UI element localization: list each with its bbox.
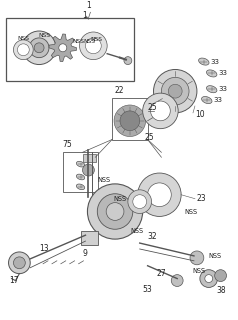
Text: 25: 25 bbox=[145, 133, 154, 142]
Ellipse shape bbox=[76, 174, 85, 180]
Circle shape bbox=[133, 195, 147, 209]
Circle shape bbox=[83, 164, 94, 176]
Bar bbox=[112, 98, 148, 140]
Circle shape bbox=[128, 190, 152, 213]
Text: NSS: NSS bbox=[184, 209, 197, 214]
Circle shape bbox=[171, 275, 183, 286]
Text: NSS: NSS bbox=[90, 37, 102, 42]
Circle shape bbox=[151, 101, 170, 121]
Text: NSS: NSS bbox=[114, 196, 127, 202]
Circle shape bbox=[168, 84, 182, 98]
Circle shape bbox=[9, 252, 30, 274]
Circle shape bbox=[148, 183, 171, 207]
Text: NSS: NSS bbox=[83, 39, 95, 44]
Circle shape bbox=[215, 270, 227, 282]
Text: NSS: NSS bbox=[38, 34, 50, 38]
Ellipse shape bbox=[198, 58, 209, 65]
Circle shape bbox=[120, 111, 140, 131]
Circle shape bbox=[124, 57, 132, 65]
Text: NSS: NSS bbox=[130, 228, 143, 234]
Text: 1: 1 bbox=[86, 1, 91, 10]
Text: NSS: NSS bbox=[73, 39, 84, 44]
Circle shape bbox=[22, 31, 56, 65]
Text: 25: 25 bbox=[148, 103, 157, 112]
Ellipse shape bbox=[207, 86, 217, 93]
Text: 22: 22 bbox=[114, 86, 124, 95]
Ellipse shape bbox=[207, 70, 217, 77]
Text: 27: 27 bbox=[157, 269, 166, 278]
Polygon shape bbox=[49, 34, 77, 61]
Text: NSS: NSS bbox=[209, 253, 222, 259]
Text: 33: 33 bbox=[219, 86, 228, 92]
Ellipse shape bbox=[76, 161, 85, 167]
Circle shape bbox=[138, 173, 181, 216]
Circle shape bbox=[205, 275, 213, 283]
Circle shape bbox=[79, 32, 107, 60]
Bar bbox=[63, 152, 98, 192]
Circle shape bbox=[190, 251, 204, 265]
Bar bbox=[83, 154, 96, 162]
Circle shape bbox=[14, 40, 33, 60]
Text: 17: 17 bbox=[10, 276, 19, 285]
Circle shape bbox=[161, 77, 189, 105]
Text: 75: 75 bbox=[63, 140, 73, 149]
Circle shape bbox=[143, 93, 178, 129]
Circle shape bbox=[114, 105, 146, 137]
Text: NSS: NSS bbox=[97, 177, 110, 183]
Text: 38: 38 bbox=[217, 286, 226, 295]
Circle shape bbox=[17, 44, 29, 56]
Circle shape bbox=[154, 69, 197, 113]
Circle shape bbox=[29, 38, 49, 58]
Text: NSS: NSS bbox=[192, 268, 205, 274]
Bar bbox=[5, 18, 134, 81]
Text: 10: 10 bbox=[195, 110, 205, 119]
Ellipse shape bbox=[76, 184, 85, 190]
Circle shape bbox=[59, 44, 67, 52]
Circle shape bbox=[87, 184, 143, 239]
Circle shape bbox=[200, 270, 218, 287]
Ellipse shape bbox=[202, 97, 212, 104]
Text: 33: 33 bbox=[219, 70, 228, 76]
Circle shape bbox=[106, 203, 124, 220]
Text: 53: 53 bbox=[143, 285, 153, 294]
Circle shape bbox=[14, 257, 25, 269]
Circle shape bbox=[97, 194, 133, 229]
Circle shape bbox=[85, 38, 101, 54]
Text: 9: 9 bbox=[82, 249, 87, 258]
Bar bbox=[80, 231, 98, 245]
Text: 1: 1 bbox=[82, 11, 87, 20]
Text: NSS: NSS bbox=[17, 36, 29, 41]
Circle shape bbox=[34, 43, 44, 53]
Text: 32: 32 bbox=[148, 232, 157, 241]
Text: 13: 13 bbox=[39, 244, 49, 253]
Text: 33: 33 bbox=[214, 97, 223, 103]
Text: 33: 33 bbox=[211, 59, 220, 65]
Text: 23: 23 bbox=[197, 194, 207, 203]
